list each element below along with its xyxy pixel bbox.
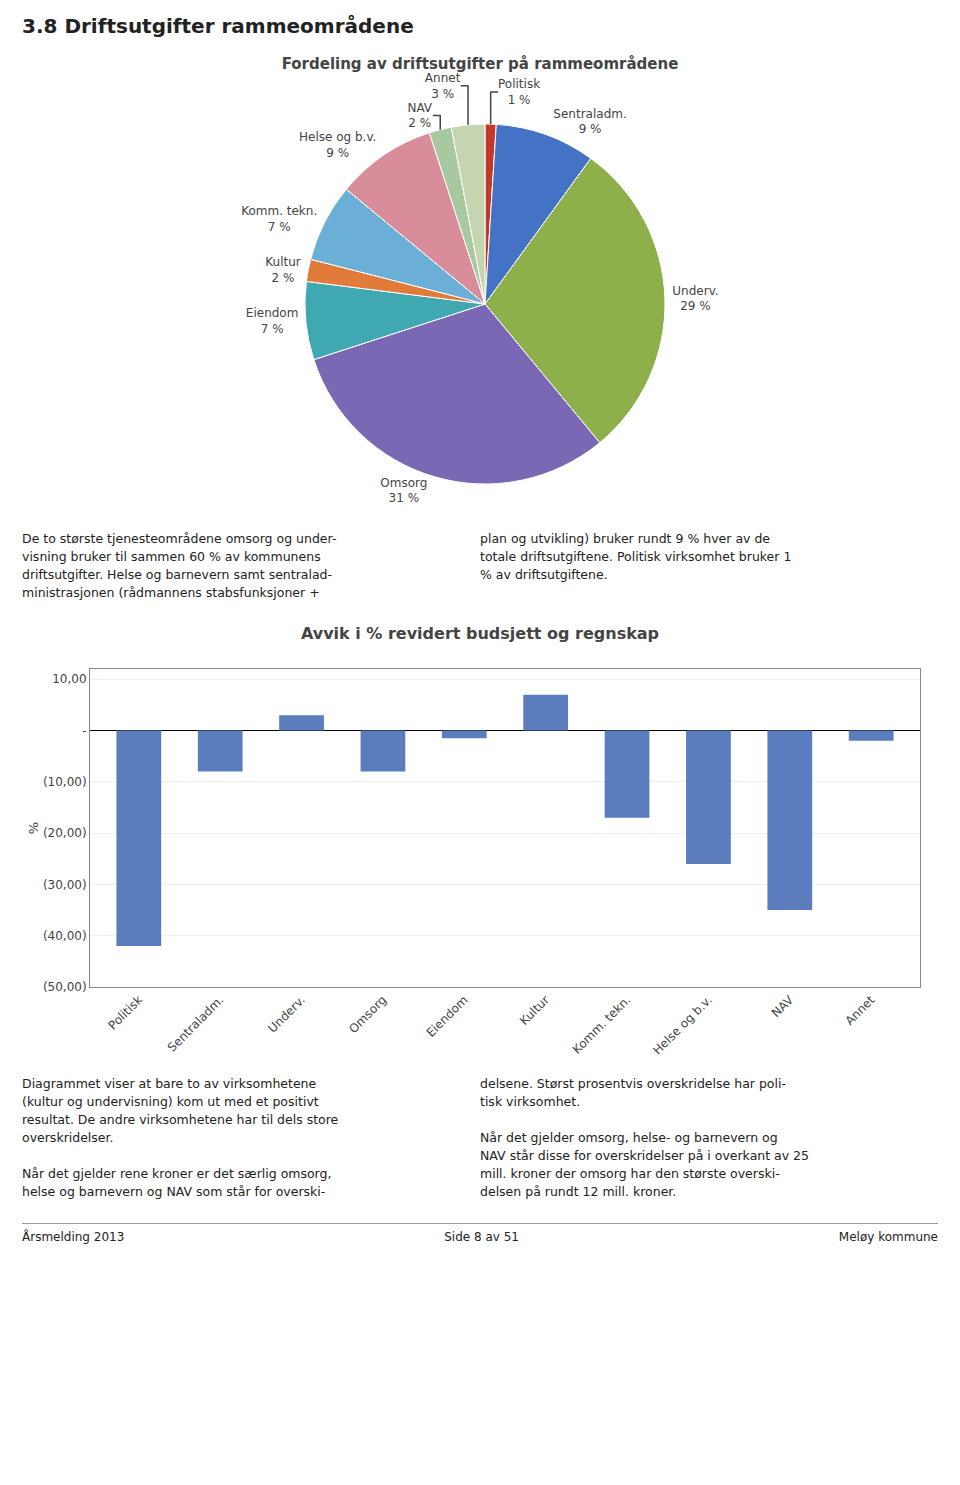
svg-text:Helse og b.v.: Helse og b.v. (650, 992, 715, 1057)
svg-text:Omsorg31 %: Omsorg31 % (380, 476, 427, 506)
html-text:Side 8 av 51: Side 8 av 51 (444, 1230, 519, 1245)
html-text:delsene. Størst prosentvis ove: delsene. Størst prosentvis overskridelse… (480, 1075, 809, 1200)
svg-text:Politisk: Politisk (106, 992, 146, 1032)
svg-text:Komm. tekn.: Komm. tekn. (570, 992, 634, 1056)
svg-text:(20,00): (20,00) (43, 826, 87, 840)
html-text:Meløy kommune: Meløy kommune (838, 1230, 938, 1245)
svg-text:Kultur2 %: Kultur2 % (265, 255, 301, 285)
svg-text:Eiendom7 %: Eiendom7 % (246, 306, 299, 336)
svg-text:Underv.29 %: Underv.29 % (672, 284, 718, 314)
svg-text:Underv.: Underv. (265, 992, 308, 1035)
svg-text:Politisk1 %: Politisk1 % (498, 77, 540, 107)
svg-text:Omsorg: Omsorg (346, 992, 389, 1035)
svg-text:Komm. tekn.7 %: Komm. tekn.7 % (241, 204, 317, 234)
html-text:De to største tjenesteområdene: De to største tjenesteområdene omsorg og… (22, 531, 337, 601)
svg-text:Eiendom: Eiendom (424, 992, 471, 1039)
svg-text:(50,00): (50,00) (43, 980, 87, 994)
svg-text:Sentraladm.9 %: Sentraladm.9 % (553, 107, 626, 137)
svg-text:(10,00): (10,00) (43, 775, 87, 789)
svg-text:Avvik i % revidert budsjett og: Avvik i % revidert budsjett og regnskap (301, 624, 659, 643)
html-text:Diagrammet viser at bare to av: Diagrammet viser at bare to av virksomhe… (22, 1075, 339, 1200)
svg-text:NAV2 %: NAV2 % (407, 101, 432, 131)
html-text:3.8 Driftsutgifter rammeområde: 3.8 Driftsutgifter rammeområdene (22, 14, 414, 38)
svg-text:NAV: NAV (769, 992, 797, 1020)
svg-text:Kultur: Kultur (517, 992, 552, 1027)
svg-text:(40,00): (40,00) (43, 928, 87, 942)
svg-text:Fordeling av driftsutgifter på: Fordeling av driftsutgifter på rammeområ… (282, 55, 679, 73)
svg-text:Annet: Annet (843, 992, 878, 1027)
svg-text:(30,00): (30,00) (43, 877, 87, 891)
svg-text:%: % (26, 821, 41, 833)
html-text:Årsmelding 2013: Årsmelding 2013 (22, 1230, 125, 1245)
svg-text:10,00: 10,00 (52, 672, 86, 686)
svg-text:Annet3 %: Annet3 % (425, 71, 461, 101)
svg-text:-: - (82, 723, 86, 737)
svg-text:Sentraladm.: Sentraladm. (165, 992, 227, 1054)
html-text:plan og utvikling) bruker rund: plan og utvikling) bruker rundt 9 % hver… (480, 531, 792, 583)
svg-text:Helse og b.v.9 %: Helse og b.v.9 % (299, 130, 376, 160)
